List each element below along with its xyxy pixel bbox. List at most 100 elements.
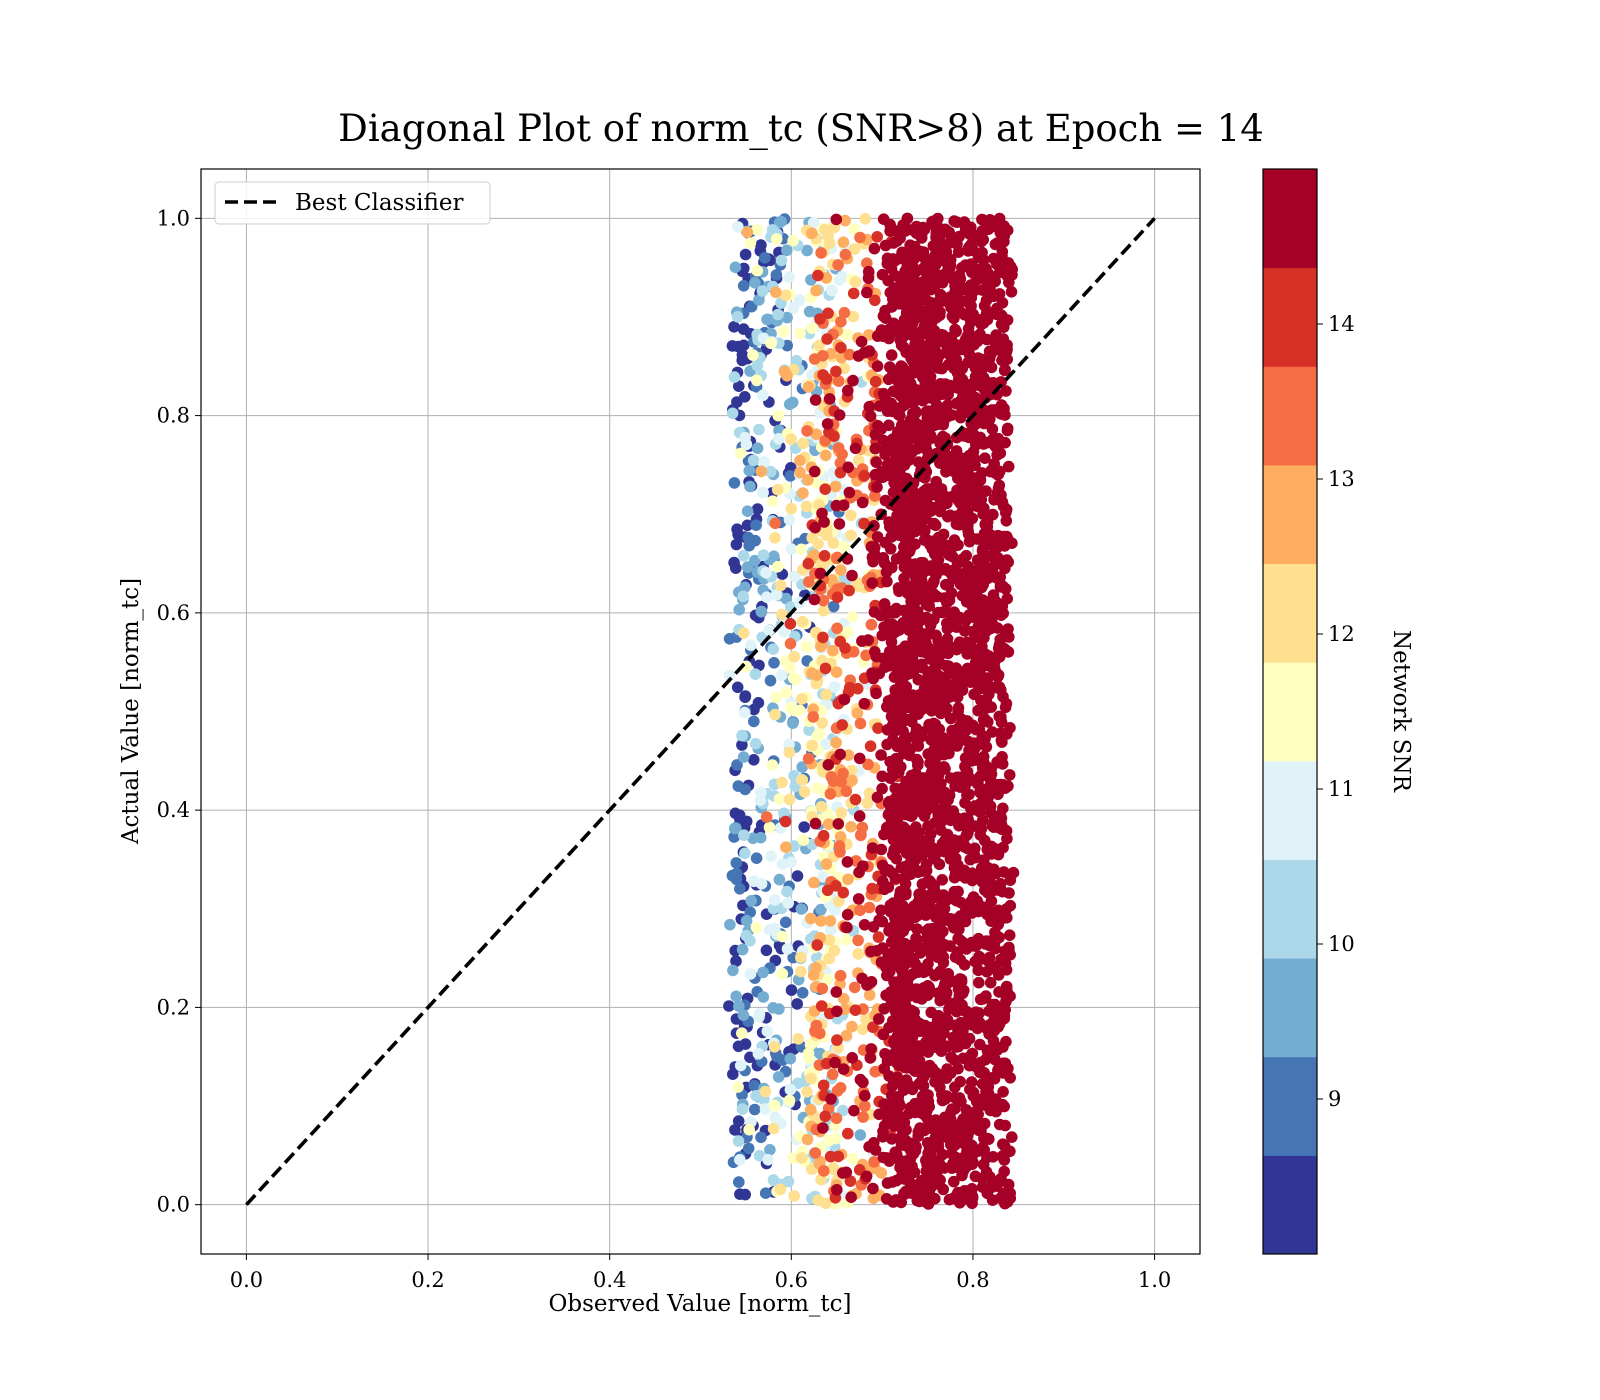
- data-point: [728, 477, 741, 489]
- data-point: [765, 337, 777, 350]
- colorbar-tick-label: 10: [1328, 932, 1355, 956]
- data-point: [990, 651, 1003, 663]
- data-point: [920, 909, 932, 921]
- data-point: [979, 1053, 992, 1066]
- data-point: [952, 539, 964, 551]
- data-point: [985, 361, 998, 374]
- data-point: [892, 1090, 905, 1103]
- data-point: [782, 897, 794, 909]
- data-point: [909, 957, 921, 970]
- legend-box: [214, 181, 491, 225]
- data-point: [875, 904, 887, 917]
- data-point: [996, 736, 1008, 748]
- data-point: [802, 474, 814, 486]
- data-point: [967, 891, 980, 903]
- data-point: [896, 1171, 908, 1183]
- data-point: [947, 359, 960, 371]
- data-point: [753, 423, 765, 436]
- data-point: [912, 759, 924, 771]
- data-point: [971, 499, 984, 512]
- data-point: [853, 454, 865, 467]
- data-point: [770, 233, 783, 245]
- data-point: [921, 564, 934, 576]
- data-point: [806, 322, 818, 335]
- data-point: [844, 1175, 857, 1187]
- data-point: [895, 1121, 908, 1134]
- data-point: [920, 611, 933, 624]
- data-point: [854, 717, 867, 730]
- data-point: [767, 902, 780, 915]
- data-point: [954, 1197, 966, 1209]
- data-point: [823, 1134, 835, 1147]
- data-point: [781, 311, 793, 324]
- data-point: [852, 948, 865, 960]
- data-point: [941, 345, 953, 357]
- data-point: [796, 987, 809, 999]
- data-point: [846, 611, 859, 623]
- data-point: [796, 761, 808, 773]
- data-point: [749, 534, 761, 547]
- data-point: [929, 742, 941, 754]
- x-tick-label: 1.0: [1138, 1268, 1171, 1292]
- data-point: [949, 916, 961, 928]
- data-point: [884, 218, 896, 231]
- data-point: [772, 1071, 785, 1083]
- data-point: [968, 737, 981, 749]
- data-point: [910, 504, 922, 517]
- data-point: [748, 715, 760, 728]
- data-point: [916, 628, 929, 640]
- data-point: [865, 1043, 877, 1055]
- data-point: [818, 223, 831, 236]
- data-point: [822, 818, 835, 830]
- data-point: [903, 800, 915, 813]
- data-point: [937, 606, 949, 618]
- data-point: [910, 934, 923, 946]
- data-point: [995, 727, 1007, 739]
- data-point: [986, 563, 999, 575]
- data-point: [772, 308, 784, 321]
- data-point: [980, 1166, 993, 1178]
- data-point: [728, 831, 740, 843]
- data-point: [920, 341, 932, 354]
- data-point: [945, 1051, 957, 1063]
- data-point: [893, 898, 905, 911]
- data-point: [943, 298, 956, 310]
- data-point: [954, 719, 966, 732]
- data-point: [805, 912, 817, 925]
- data-point: [882, 808, 895, 821]
- data-point: [730, 990, 742, 1003]
- data-point: [869, 490, 881, 502]
- data-point: [1005, 286, 1018, 298]
- data-point: [969, 670, 981, 683]
- data-point: [933, 230, 946, 243]
- data-point: [791, 998, 803, 1010]
- data-point: [907, 248, 920, 260]
- data-point: [939, 845, 951, 858]
- data-point: [1000, 385, 1012, 397]
- data-point: [933, 644, 945, 656]
- data-point: [912, 1193, 924, 1206]
- data-point: [950, 1156, 962, 1169]
- data-point: [981, 278, 994, 291]
- data-point: [780, 686, 793, 699]
- data-point: [978, 1144, 990, 1156]
- data-point: [941, 976, 953, 988]
- data-point: [777, 625, 790, 638]
- data-point: [893, 585, 905, 598]
- colorbar-segment: [1263, 464, 1317, 565]
- data-point: [824, 915, 837, 927]
- data-point: [893, 298, 906, 310]
- data-point: [748, 1103, 761, 1116]
- data-point: [770, 269, 783, 281]
- data-point: [784, 618, 797, 630]
- data-point: [817, 1079, 830, 1092]
- data-point: [745, 639, 757, 651]
- data-point: [834, 831, 847, 843]
- data-point: [966, 1183, 978, 1195]
- data-point: [994, 581, 1007, 593]
- data-point: [910, 853, 922, 866]
- data-point: [901, 304, 914, 317]
- data-point: [784, 470, 797, 482]
- data-point: [876, 942, 889, 954]
- data-point: [894, 916, 907, 928]
